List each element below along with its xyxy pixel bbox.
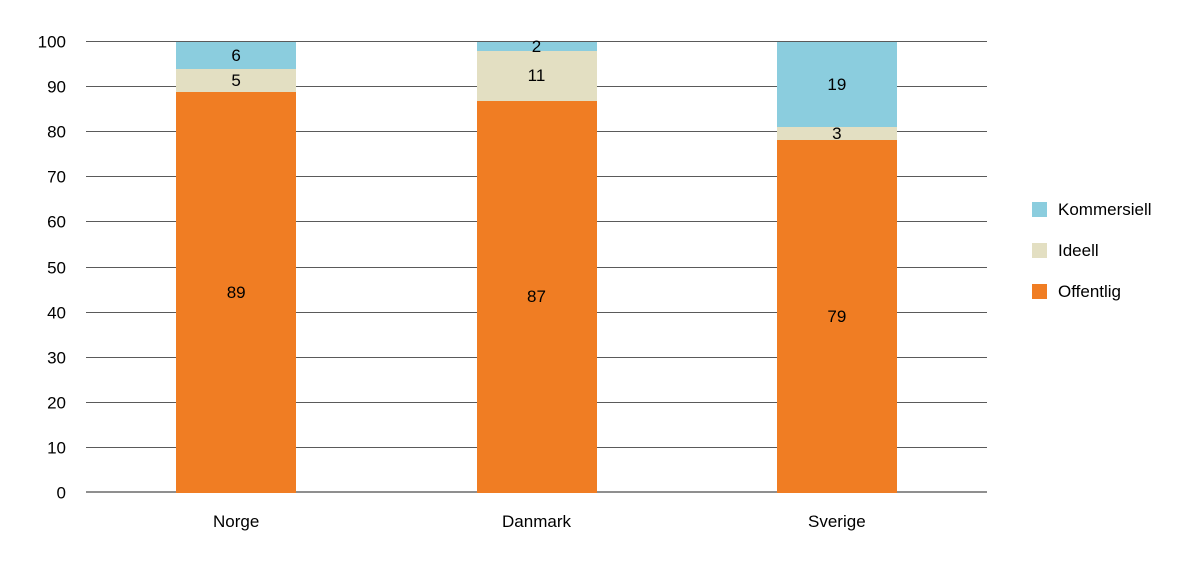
legend-label: Kommersiell: [1058, 200, 1152, 219]
segment-value-label: 79: [827, 307, 847, 327]
y-tick-label: 40: [47, 303, 66, 323]
x-axis-label-norge: Norge: [213, 512, 260, 531]
legend-label: Offentlig: [1058, 282, 1122, 301]
y-tick-label: 10: [47, 438, 66, 458]
bar-segment-ideell: 11: [476, 51, 597, 101]
legend: Kommersiell Ideell Offentlig: [1032, 201, 1152, 324]
bar-segment-offentlig: 79: [776, 140, 897, 493]
y-tick-label: 80: [47, 122, 66, 142]
segment-value-label: 11: [527, 66, 546, 86]
legend-swatch-kommersiell: [1032, 202, 1047, 217]
y-tick-label: 70: [47, 167, 66, 187]
segment-value-label: 89: [226, 282, 246, 302]
bar-norge: 6 5 89: [176, 42, 297, 493]
gridline-y-100: [86, 41, 987, 42]
bar-segment-kommersiell: 2: [476, 38, 597, 55]
bar-danmark: 2 11 87: [476, 38, 597, 493]
y-tick-label: 50: [47, 258, 66, 277]
y-tick-label: 0: [56, 483, 66, 503]
bar-segment-ideell: 3: [776, 124, 897, 144]
x-axis-label-danmark: Danmark: [502, 512, 571, 531]
legend-item-offentlig: Offentlig: [1032, 283, 1152, 300]
legend-swatch-offentlig: [1032, 284, 1047, 299]
x-axis-label-sverige: Sverige: [808, 512, 866, 531]
segment-value-label: 6: [231, 46, 241, 66]
y-tick-label: 30: [47, 348, 66, 368]
bar-segment-kommersiell: 19: [776, 42, 897, 127]
legend-item-kommersiell: Kommersiell: [1032, 201, 1152, 218]
bar-segment-ideell: 5: [176, 69, 297, 92]
segment-value-label: 2: [531, 37, 542, 57]
bar-segment-offentlig: 87: [476, 100, 597, 493]
segment-value-label: 87: [527, 287, 546, 307]
bar-sverige: 19 3 79: [776, 42, 897, 493]
y-tick-label: 60: [47, 212, 66, 232]
legend-swatch-ideell: [1032, 243, 1047, 258]
y-tick-label: 20: [47, 393, 66, 413]
y-tick-label: 100: [37, 32, 66, 52]
bar-segment-kommersiell: 6: [176, 42, 297, 70]
segment-value-label: 5: [231, 70, 241, 90]
legend-item-ideell: Ideell: [1032, 242, 1152, 259]
segment-value-label: 19: [827, 74, 847, 94]
legend-label: Ideell: [1058, 241, 1099, 260]
plot-area: 0 10 20 30 40 50 60 70 80 90 100 6 5 89 Norge 2 11 87 Danm…: [38, 34, 987, 530]
y-tick-label: 90: [47, 77, 66, 97]
segment-value-label: 3: [832, 124, 842, 144]
bar-segment-offentlig: 89: [176, 91, 297, 493]
